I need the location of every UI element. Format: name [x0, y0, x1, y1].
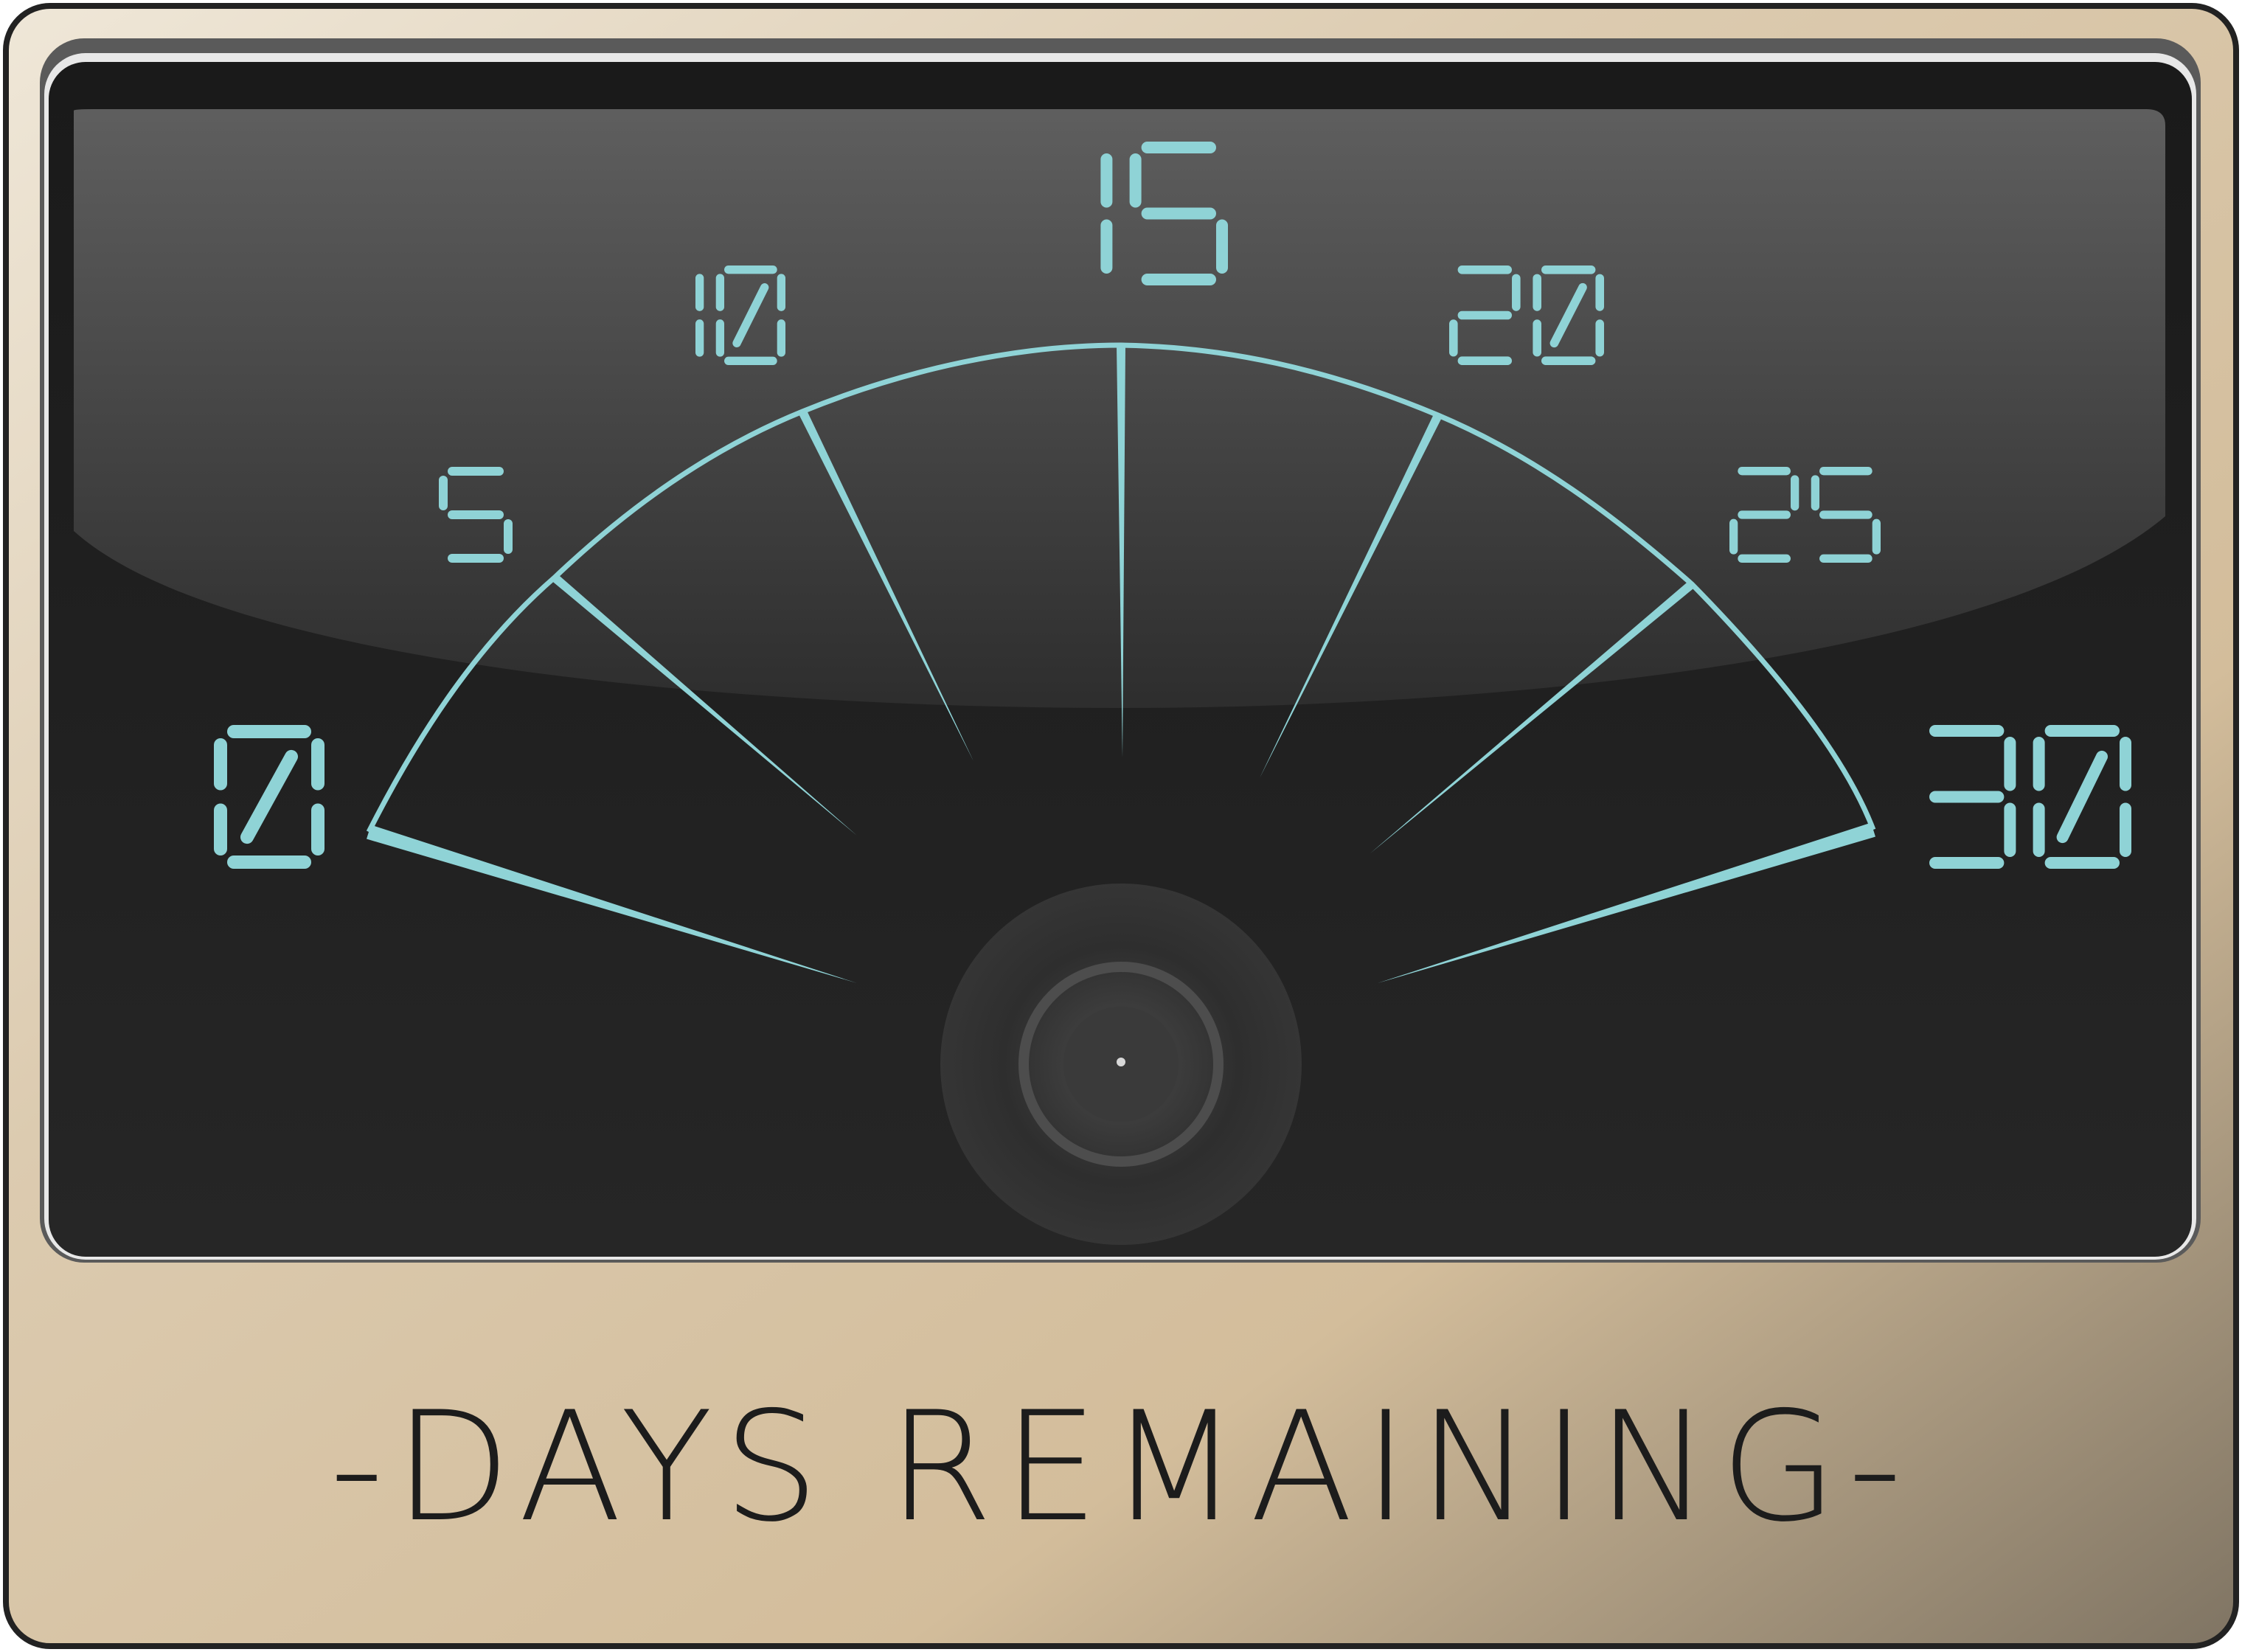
- gauge-tick: [552, 574, 857, 836]
- gauge-caption: -DAYS REMAINING-: [330, 1380, 1913, 1555]
- hub-pin-icon: [1117, 1058, 1125, 1066]
- scale-label-20: [1449, 266, 1604, 365]
- scale-labels: [214, 142, 2131, 869]
- scale-label-0: [214, 725, 324, 869]
- needle-hub: [940, 884, 1302, 1245]
- scale-label-15: [1100, 142, 1228, 285]
- gauge-tick: [1370, 580, 1695, 853]
- scale-label-10: [695, 266, 785, 365]
- gauge-tick: [367, 825, 858, 983]
- scale-label-30: [1929, 725, 2131, 869]
- gauge-tick: [798, 409, 974, 761]
- scale-label-25: [1729, 467, 1881, 563]
- gauge-tick: [1378, 822, 1875, 983]
- gauge-tick: [1260, 413, 1443, 778]
- gauge-dial: [366, 342, 1876, 983]
- scale-label-5: [439, 467, 513, 563]
- gauge-tick: [1117, 344, 1125, 758]
